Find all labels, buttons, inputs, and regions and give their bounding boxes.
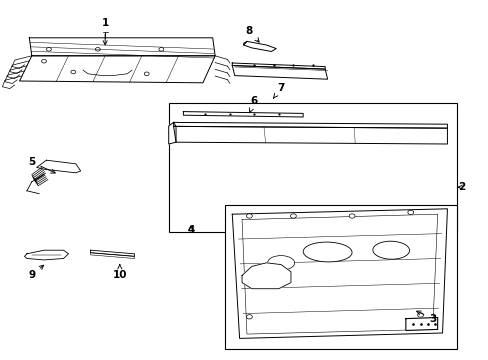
Circle shape bbox=[348, 214, 354, 218]
Polygon shape bbox=[232, 63, 325, 69]
Ellipse shape bbox=[303, 242, 351, 262]
Text: 4: 4 bbox=[186, 225, 194, 235]
Polygon shape bbox=[232, 209, 447, 338]
Circle shape bbox=[290, 214, 296, 218]
Polygon shape bbox=[232, 66, 327, 79]
Polygon shape bbox=[242, 263, 290, 289]
Bar bbox=[224, 205, 456, 349]
Polygon shape bbox=[20, 56, 215, 83]
Text: 3: 3 bbox=[416, 311, 435, 324]
Text: 7: 7 bbox=[273, 83, 285, 98]
Polygon shape bbox=[24, 250, 68, 260]
Text: 1: 1 bbox=[102, 18, 108, 45]
Polygon shape bbox=[168, 122, 176, 144]
Text: 8: 8 bbox=[245, 26, 259, 42]
Polygon shape bbox=[173, 126, 447, 144]
Circle shape bbox=[246, 315, 252, 319]
Polygon shape bbox=[405, 318, 437, 330]
Polygon shape bbox=[243, 41, 276, 51]
Polygon shape bbox=[29, 38, 215, 56]
Text: 2: 2 bbox=[457, 182, 465, 192]
Polygon shape bbox=[90, 250, 134, 256]
Bar bbox=[168, 103, 456, 232]
Polygon shape bbox=[183, 112, 303, 117]
Polygon shape bbox=[37, 160, 81, 173]
Ellipse shape bbox=[372, 241, 408, 259]
Circle shape bbox=[417, 313, 423, 317]
Text: 10: 10 bbox=[112, 265, 127, 280]
Circle shape bbox=[246, 214, 252, 218]
Circle shape bbox=[407, 210, 413, 215]
Text: 9: 9 bbox=[28, 265, 43, 280]
Ellipse shape bbox=[267, 256, 294, 270]
Text: 5: 5 bbox=[28, 157, 55, 173]
Polygon shape bbox=[173, 122, 447, 128]
Text: 6: 6 bbox=[249, 96, 257, 112]
